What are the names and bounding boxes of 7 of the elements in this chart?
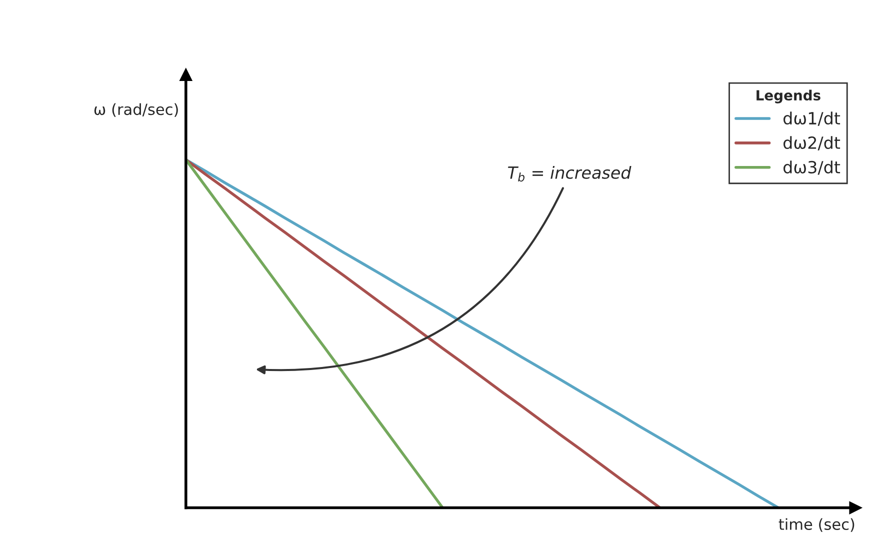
legend-label: dω1/dt [784, 112, 840, 126]
legend-label: dω3/dt [784, 160, 840, 175]
annotation: T$_{b}$ = increased [508, 166, 632, 182]
legend-label: dω2/dt [784, 136, 840, 150]
x-axis-title: time (sec) [778, 518, 854, 532]
y-axis-title: ω (rad/sec) [94, 103, 178, 117]
legend-title: Legends [756, 90, 820, 104]
